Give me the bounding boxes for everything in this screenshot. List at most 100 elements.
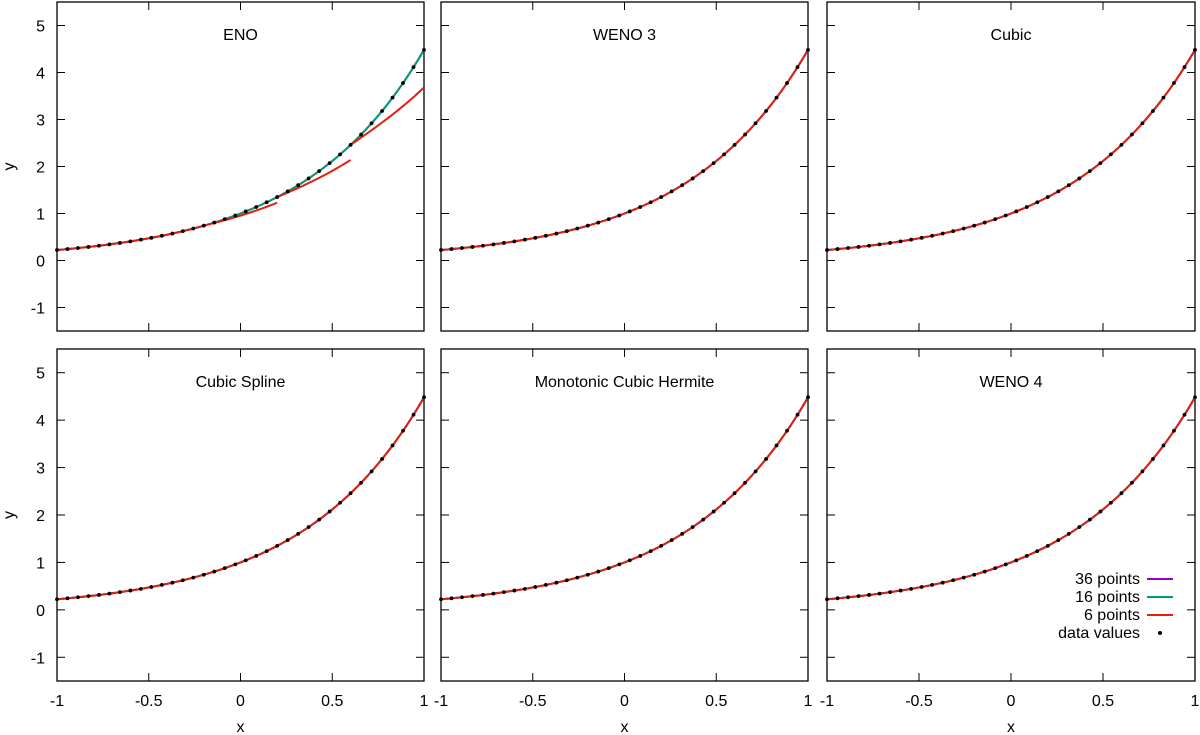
data-value-point — [1151, 109, 1155, 113]
data-value-point — [606, 217, 611, 222]
data-value-point — [97, 593, 101, 597]
data-value-point — [564, 578, 569, 583]
data-value-point — [138, 586, 143, 591]
data-value-point — [627, 558, 632, 563]
data-value-point — [993, 566, 998, 571]
panel-title: WENO 4 — [979, 374, 1042, 391]
series-group — [440, 49, 809, 252]
y-tick-label: 0 — [36, 254, 45, 271]
data-value-point — [380, 457, 384, 461]
data-value-point — [191, 226, 196, 231]
data-value-point — [149, 235, 154, 240]
x-tick-label: -1 — [434, 693, 448, 710]
data-value-point — [1140, 121, 1145, 126]
data-value-point — [680, 531, 685, 536]
data-value-point — [961, 226, 966, 231]
data-value-point — [711, 161, 716, 166]
data-value-point — [785, 81, 789, 85]
data-value-point — [1130, 132, 1134, 137]
data-value-point — [55, 597, 59, 602]
legend-label: 36 points — [1075, 571, 1140, 588]
series-line-16-points — [826, 49, 1196, 252]
data-value-point — [596, 220, 601, 225]
data-value-point — [107, 591, 112, 596]
series-line-36-points — [826, 49, 1196, 252]
data-value-point — [877, 591, 882, 596]
y-tick-label: 4 — [36, 66, 45, 83]
data-value-point — [825, 597, 829, 602]
data-value-point — [1182, 412, 1187, 417]
data-value-point — [1193, 395, 1197, 400]
y-tick-label: 1 — [36, 555, 45, 572]
x-axis-label: x — [1007, 719, 1015, 735]
data-value-point — [422, 47, 426, 52]
data-value-point — [825, 248, 829, 252]
data-value-point — [55, 248, 59, 252]
data-value-point — [449, 247, 454, 251]
data-value-point — [222, 217, 227, 222]
series-line-16-points — [826, 396, 1196, 601]
data-value-point — [128, 239, 133, 244]
chart-panel-1: -1 0 1 2 3 4 5 y ENO — [1, 1, 426, 332]
data-value-point — [940, 580, 945, 585]
data-value-point — [543, 583, 548, 587]
data-value-point — [118, 241, 122, 245]
data-value-point — [867, 593, 871, 597]
data-value-point — [180, 229, 185, 234]
data-value-point — [930, 583, 935, 587]
data-value-point — [285, 538, 290, 543]
data-value-point — [846, 246, 850, 250]
data-value-point — [1087, 517, 1092, 522]
x-axis-label: x — [237, 719, 245, 735]
x-tick-label: 0.5 — [1092, 693, 1114, 710]
x-tick-label: 0 — [620, 693, 629, 710]
series-group — [826, 49, 1196, 252]
y-tick-label: 4 — [36, 413, 45, 430]
data-value-point — [306, 525, 311, 529]
data-value-point — [774, 443, 779, 448]
x-tick-label: -0.5 — [135, 693, 163, 710]
data-value-point — [753, 469, 758, 474]
data-value-point — [439, 597, 443, 602]
data-value-point — [701, 517, 706, 522]
data-value-point — [1045, 195, 1050, 199]
data-value-point — [856, 245, 861, 249]
data-value-point — [1024, 554, 1029, 558]
data-value-point — [764, 109, 768, 113]
data-value-point — [359, 132, 363, 137]
y-tick-label: 3 — [36, 113, 45, 130]
y-axis-label: y — [1, 163, 18, 171]
series-line-6-points — [826, 396, 1196, 601]
data-value-point — [648, 549, 653, 553]
data-value-point — [1056, 538, 1061, 543]
y-tick-label: 5 — [36, 19, 45, 36]
data-value-point — [1077, 176, 1082, 181]
data-value-point — [617, 562, 622, 567]
data-value-point — [898, 588, 903, 593]
data-value-point — [951, 578, 956, 583]
series-group — [440, 396, 809, 601]
data-value-point — [732, 491, 737, 496]
data-value-point — [1035, 200, 1040, 205]
series-line-16-points — [440, 49, 809, 252]
data-value-point — [1087, 169, 1092, 174]
data-value-point — [753, 121, 758, 126]
data-value-point — [585, 572, 590, 577]
data-value-point — [254, 554, 259, 558]
data-value-point — [659, 543, 664, 548]
data-value-point — [732, 143, 737, 147]
data-value-point — [533, 585, 538, 589]
panel-title: Monotonic Cubic Hermite — [535, 374, 715, 391]
data-value-point — [543, 233, 548, 238]
x-tick-label: 0 — [1007, 693, 1016, 710]
data-value-point — [743, 480, 747, 485]
data-value-point — [285, 189, 290, 194]
data-value-point — [554, 580, 559, 585]
data-value-point — [1077, 525, 1082, 529]
x-tick-label: -0.5 — [905, 693, 933, 710]
data-value-point — [1003, 562, 1008, 567]
data-value-point — [149, 585, 154, 589]
data-value-point — [275, 195, 280, 199]
y-tick-label: 0 — [36, 603, 45, 620]
series-line-36-points — [440, 396, 809, 601]
